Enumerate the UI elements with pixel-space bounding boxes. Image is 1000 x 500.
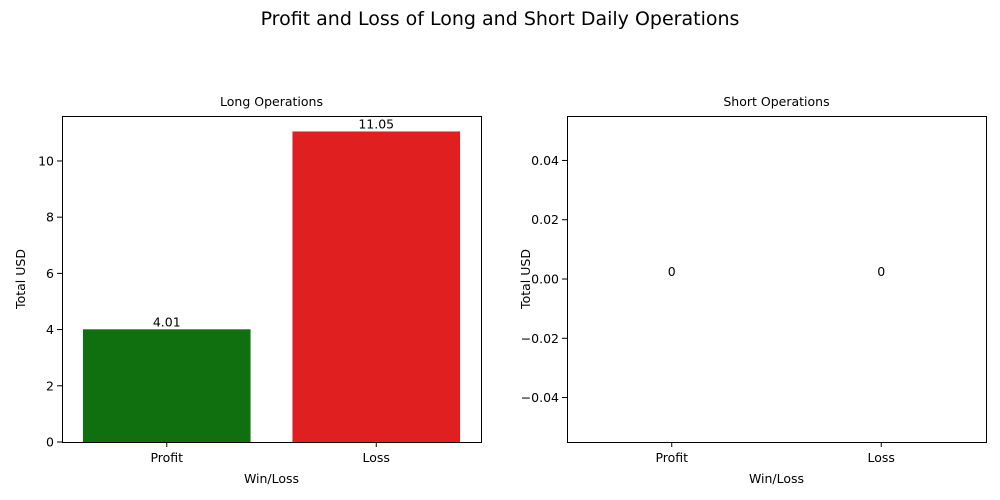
y-tick-label: 8 xyxy=(46,210,54,225)
x-tick-label-loss: Loss xyxy=(363,450,390,465)
y-axis-label: Total USD xyxy=(13,249,28,310)
data-label-loss: 11.05 xyxy=(358,116,394,131)
bar-loss xyxy=(292,131,461,442)
data-label-profit: 4.01 xyxy=(153,314,181,329)
y-tick-label: 6 xyxy=(46,266,54,281)
y-tick-label: 4 xyxy=(46,322,54,337)
figure-title: Profit and Loss of Long and Short Daily … xyxy=(261,8,740,30)
x-tick-label-profit: Profit xyxy=(150,450,183,465)
data-label-loss: 0 xyxy=(877,264,885,279)
y-tick-label: −0.04 xyxy=(521,390,559,405)
y-tick-label: 0.02 xyxy=(531,212,559,227)
y-tick-label: 0.00 xyxy=(531,272,559,287)
axes-frame xyxy=(567,116,987,443)
axes-title: Long Operations xyxy=(220,94,323,109)
data-label-profit: 0 xyxy=(668,264,676,279)
x-tick-label-loss: Loss xyxy=(868,450,895,465)
x-axis-label: Win/Loss xyxy=(244,471,299,486)
y-tick-label: 10 xyxy=(38,153,54,168)
x-tick-label-profit: Profit xyxy=(655,450,688,465)
chart-short-operations: Short Operations 0 Profit 0 Loss −0.04 −0.02 0.… xyxy=(518,94,987,486)
y-tick-label: −0.02 xyxy=(521,331,559,346)
y-tick-label: 0 xyxy=(46,435,54,450)
y-tick-label: 0.04 xyxy=(531,153,559,168)
y-tick-label: 2 xyxy=(46,378,54,393)
x-axis-label: Win/Loss xyxy=(749,471,804,486)
bar-profit xyxy=(82,329,251,442)
axes-frame xyxy=(62,116,482,443)
y-axis-label: Total USD xyxy=(518,249,533,310)
chart-long-operations: Long Operations 4.01 Profit 11.05 Loss 0 2 4 6 8 1… xyxy=(13,94,482,486)
axes-title: Short Operations xyxy=(723,94,829,109)
